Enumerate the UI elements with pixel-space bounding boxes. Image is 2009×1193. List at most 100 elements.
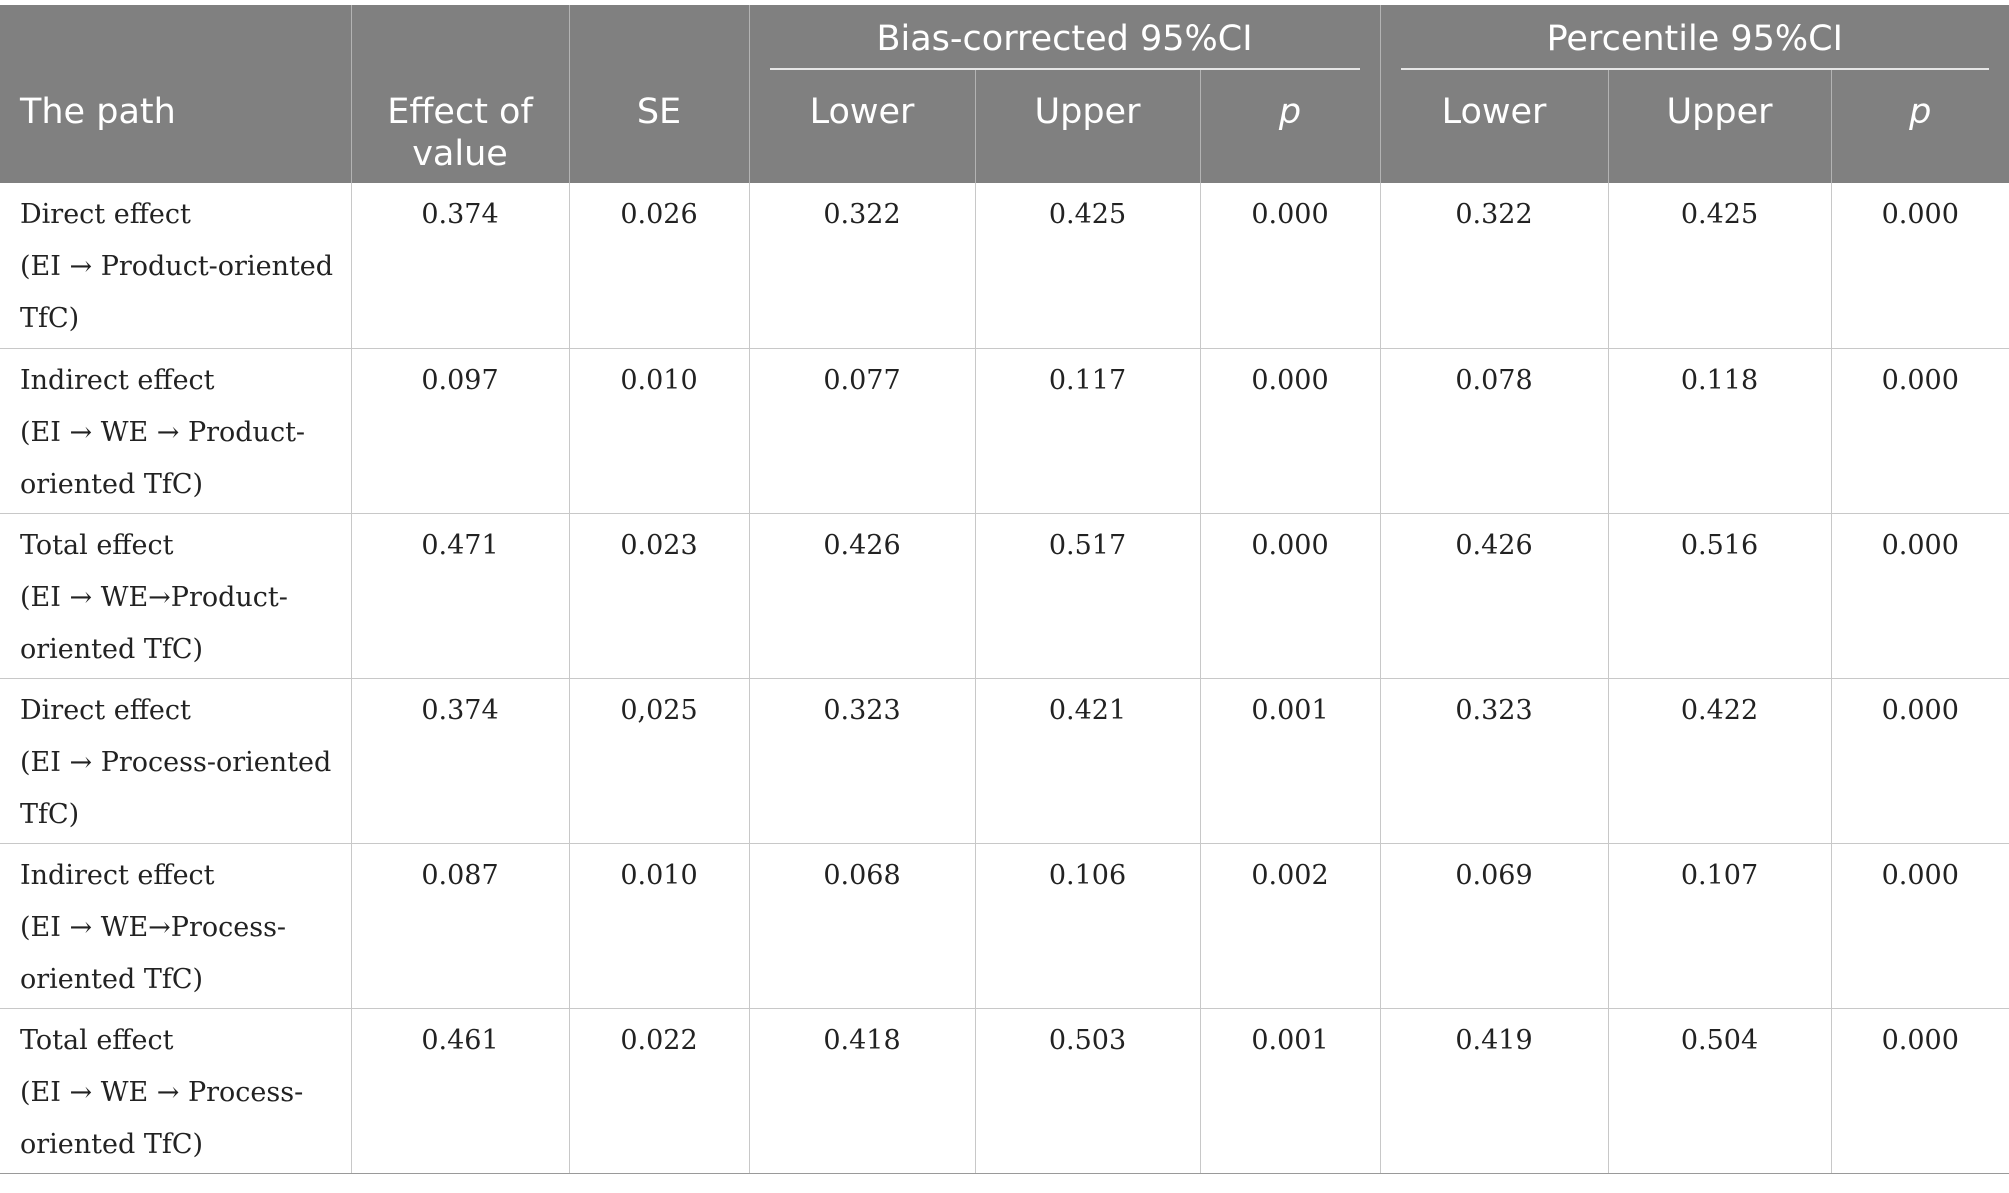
header-column-row: The path Effect of value SE Lower Upper … <box>0 69 2009 183</box>
pc-upper-cell: 0.425 <box>1607 183 1832 349</box>
column-header-path: The path <box>0 69 351 183</box>
header-group-row: Bias-corrected 95%CI Percentile 95%CI <box>0 5 2009 70</box>
table-row: Total effect (EI → WE → Process-oriented … <box>0 1008 2009 1174</box>
bc-upper-cell: 0.106 <box>974 843 1200 1009</box>
effect-value-cell: 0.097 <box>350 348 569 514</box>
pc-lower-cell: 0.322 <box>1379 183 1609 349</box>
table-body: Direct effect (EI → Product-oriented TfC) 0… <box>0 183 2009 1174</box>
path-line: oriented TfC) <box>20 1128 204 1160</box>
pc-p-cell: 0.000 <box>1830 678 2009 844</box>
se-cell: 0.010 <box>568 348 749 514</box>
path-line: (EI → Process-oriented <box>20 746 332 778</box>
effect-value-cell: 0.087 <box>350 843 569 1009</box>
path-line: TfC) <box>20 303 80 334</box>
se-cell: 0,025 <box>568 678 749 844</box>
table-row: Direct effect (EI → Product-oriented TfC) 0… <box>0 183 2009 349</box>
pc-upper-cell: 0.504 <box>1607 1008 1832 1174</box>
bc-p-cell: 0.000 <box>1199 183 1381 349</box>
path-cell: Indirect effect (EI → WE→Process-oriented… <box>0 843 351 1009</box>
header-group-bias-corrected: Bias-corrected 95%CI <box>748 5 1381 70</box>
path-cell: Total effect (EI → WE → Process-oriented … <box>0 1008 351 1174</box>
se-cell: 0.010 <box>568 843 749 1009</box>
bc-upper-cell: 0.425 <box>974 183 1200 349</box>
path-line: Direct effect <box>20 694 191 726</box>
table-row: Indirect effect (EI → WE → Product-orient… <box>0 348 2009 514</box>
path-line: (EI → WE → Process- <box>20 1076 304 1108</box>
column-header-pc-upper: Upper <box>1607 69 1832 183</box>
bc-upper-cell: 0.503 <box>974 1008 1200 1174</box>
bc-upper-cell: 0.421 <box>974 678 1200 844</box>
path-line: Direct effect <box>20 199 191 230</box>
pc-lower-cell: 0.069 <box>1379 843 1609 1009</box>
bc-p-cell: 0.001 <box>1199 1008 1381 1174</box>
pc-p-cell: 0.000 <box>1830 843 2009 1009</box>
path-line: Total effect <box>20 1024 174 1056</box>
bc-lower-cell: 0.323 <box>748 678 975 844</box>
path-line: TfC) <box>20 798 80 830</box>
effect-value-cell: 0.374 <box>350 678 569 844</box>
path-line: Indirect effect <box>20 364 215 396</box>
path-line: oriented TfC) <box>20 468 204 500</box>
table-header: Bias-corrected 95%CI Percentile 95%CI Th… <box>0 5 2009 183</box>
header-group-percentile-label: Percentile 95%CI <box>1546 19 1843 59</box>
path-cell: Direct effect (EI → Product-oriented TfC) <box>0 183 351 349</box>
path-line: oriented TfC) <box>20 633 204 665</box>
table-row: Indirect effect (EI → WE→Process-oriented… <box>0 843 2009 1009</box>
pc-lower-cell: 0.078 <box>1379 348 1609 514</box>
path-line: (EI → WE→Product- <box>20 581 288 613</box>
pc-upper-cell: 0.422 <box>1607 678 1832 844</box>
pc-upper-cell: 0.107 <box>1607 843 1832 1009</box>
path-line: Indirect effect <box>20 859 215 891</box>
path-line: (EI → WE → Product- <box>20 416 306 448</box>
column-header-pc-p: p <box>1830 69 2009 183</box>
se-cell: 0.023 <box>568 513 749 679</box>
effect-value-cell: 0.461 <box>350 1008 569 1174</box>
column-header-pc-lower: Lower <box>1379 69 1609 183</box>
path-line: (EI → Product-oriented <box>20 251 334 282</box>
se-cell: 0.026 <box>568 183 749 349</box>
header-blank-cell <box>350 5 569 69</box>
effect-value-cell: 0.471 <box>350 513 569 679</box>
path-line: (EI → WE→Process- <box>20 911 287 943</box>
table-row: Total effect (EI → WE→Product-oriented Tf… <box>0 513 2009 679</box>
bc-lower-cell: 0.068 <box>748 843 975 1009</box>
bc-lower-cell: 0.077 <box>748 348 975 514</box>
pc-lower-cell: 0.323 <box>1379 678 1609 844</box>
path-line: oriented TfC) <box>20 963 204 995</box>
bc-lower-cell: 0.418 <box>748 1008 975 1174</box>
pc-p-cell: 0.000 <box>1830 348 2009 514</box>
mediation-effects-table: Bias-corrected 95%CI Percentile 95%CI Th… <box>0 5 2009 1174</box>
pc-lower-cell: 0.426 <box>1379 513 1609 679</box>
path-line: Total effect <box>20 529 174 561</box>
bc-upper-cell: 0.517 <box>974 513 1200 679</box>
column-header-effect: Effect of value <box>350 69 569 183</box>
group-underline <box>1400 68 1990 70</box>
table-row: Direct effect (EI → Process-oriented TfC) 0… <box>0 678 2009 844</box>
column-header-bc-p: p <box>1199 69 1381 183</box>
bc-upper-cell: 0.117 <box>974 348 1200 514</box>
bc-lower-cell: 0.322 <box>748 183 975 349</box>
column-header-bc-upper: Upper <box>974 69 1200 183</box>
bc-lower-cell: 0.426 <box>748 513 975 679</box>
pc-p-cell: 0.000 <box>1830 183 2009 349</box>
path-cell: Direct effect (EI → Process-oriented TfC) <box>0 678 351 844</box>
bc-p-cell: 0.001 <box>1199 678 1381 844</box>
column-header-bc-lower: Lower <box>748 69 975 183</box>
pc-upper-cell: 0.118 <box>1607 348 1832 514</box>
group-underline <box>769 68 1360 70</box>
header-blank-cell <box>568 5 749 69</box>
header-blank-cell <box>0 5 351 69</box>
se-cell: 0.022 <box>568 1008 749 1174</box>
column-header-se: SE <box>568 69 749 183</box>
pc-p-cell: 0.000 <box>1830 513 2009 679</box>
mediation-effects-table-container: Bias-corrected 95%CI Percentile 95%CI Th… <box>0 5 2009 1174</box>
bc-p-cell: 0.000 <box>1199 348 1381 514</box>
header-group-percentile: Percentile 95%CI <box>1379 5 2009 70</box>
bc-p-cell: 0.002 <box>1199 843 1381 1009</box>
pc-upper-cell: 0.516 <box>1607 513 1832 679</box>
path-cell: Total effect (EI → WE→Product-oriented Tf… <box>0 513 351 679</box>
bc-p-cell: 0.000 <box>1199 513 1381 679</box>
effect-value-cell: 0.374 <box>350 183 569 349</box>
pc-p-cell: 0.000 <box>1830 1008 2009 1174</box>
pc-lower-cell: 0.419 <box>1379 1008 1609 1174</box>
